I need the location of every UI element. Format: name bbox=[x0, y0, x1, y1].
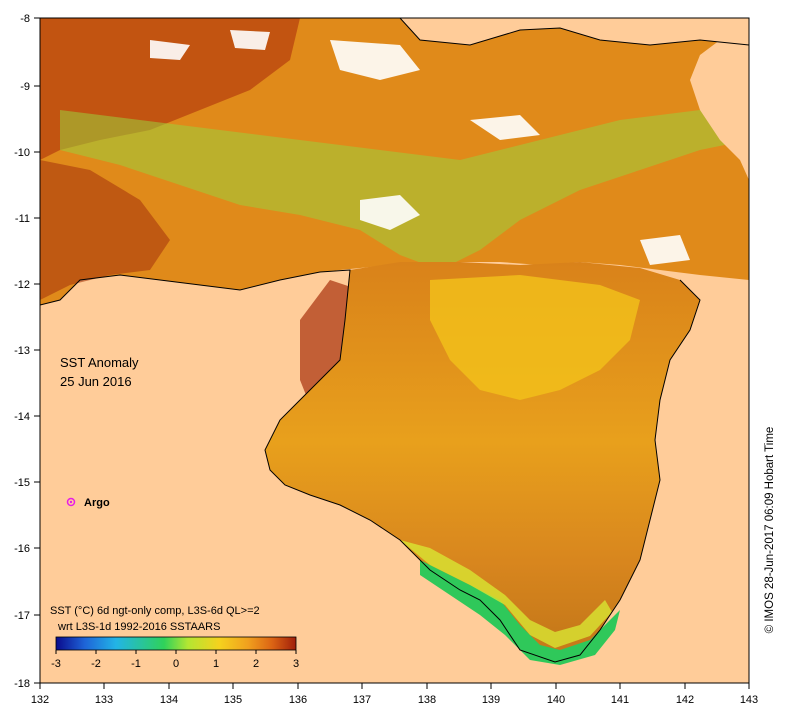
argo-marker: Argo bbox=[66, 497, 110, 509]
coastline bbox=[40, 18, 749, 663]
colorbar-tick-label: 1 bbox=[213, 658, 219, 670]
colorbar-tick-label: -3 bbox=[51, 658, 61, 670]
y-tick-label: -11 bbox=[15, 213, 30, 225]
imos-credit: © IMOS 28-Jun-2017 06:09 Hobart Time bbox=[764, 426, 776, 634]
caption-line-1: SST (°C) 6d ngt-only comp, L3S-6d QL>=2 bbox=[50, 605, 260, 617]
x-tick-label: 132 bbox=[31, 694, 49, 706]
coastal-yellow-fringe bbox=[400, 540, 612, 648]
colorbar-tick-label: -1 bbox=[131, 658, 141, 670]
caption-line-2: wrt L3S-1d 1992-2016 SSTAARS bbox=[57, 621, 220, 633]
x-tick-label: 140 bbox=[547, 694, 565, 706]
cape-york-peninsula bbox=[690, 40, 749, 180]
y-tick-label: -10 bbox=[14, 147, 30, 159]
cool-anomaly-south-coast bbox=[420, 560, 620, 665]
y-tick-label: -15 bbox=[14, 477, 30, 489]
x-axis: 132 133 134 135 136 137 138 139 140 141 … bbox=[31, 683, 758, 706]
cool-anomaly-band bbox=[60, 100, 749, 270]
x-tick-label: 133 bbox=[95, 694, 113, 706]
y-tick-label: -12 bbox=[14, 279, 30, 291]
y-tick-label: -8 bbox=[20, 13, 30, 25]
colorbar-gradient bbox=[55, 636, 297, 651]
x-tick-label: 135 bbox=[224, 694, 242, 706]
x-tick-label: 141 bbox=[611, 694, 629, 706]
y-tick-label: -14 bbox=[14, 411, 30, 423]
x-tick-label: 139 bbox=[482, 694, 500, 706]
argo-float-icon bbox=[66, 497, 76, 507]
y-tick-label: -9 bbox=[20, 81, 30, 93]
colorbar-tick-label: 3 bbox=[293, 658, 299, 670]
y-tick-label: -13 bbox=[14, 345, 30, 357]
y-tick-label: -17 bbox=[14, 610, 30, 622]
x-tick-label: 142 bbox=[676, 694, 694, 706]
colorbar: -3 -2 -1 0 1 2 3 bbox=[51, 636, 299, 670]
y-tick-label: -16 bbox=[14, 543, 30, 555]
warm-anomaly-west bbox=[40, 160, 170, 300]
argo-label: Argo bbox=[84, 497, 110, 509]
map-date: 25 Jun 2016 bbox=[60, 374, 132, 389]
colorbar-tick-label: 0 bbox=[173, 658, 179, 670]
x-tick-label: 138 bbox=[418, 694, 436, 706]
x-tick-label: 136 bbox=[289, 694, 307, 706]
x-tick-label: 137 bbox=[353, 694, 371, 706]
x-tick-label: 134 bbox=[160, 694, 178, 706]
y-tick-label: -18 bbox=[14, 678, 30, 690]
colorbar-tick-label: -2 bbox=[91, 658, 101, 670]
y-axis: -8 -9 -10 -11 -12 -13 -14 -15 -16 -17 -1… bbox=[14, 13, 40, 690]
colorbar-tick-label: 2 bbox=[253, 658, 259, 670]
new-guinea-coast bbox=[400, 18, 749, 45]
gulf-centre-mild-anomaly bbox=[430, 275, 640, 400]
credit-container: © IMOS 28-Jun-2017 06:09 Hobart Time bbox=[760, 360, 780, 700]
map-area bbox=[40, 18, 749, 683]
x-tick-label: 143 bbox=[740, 694, 758, 706]
map-title: SST Anomaly bbox=[60, 355, 139, 370]
